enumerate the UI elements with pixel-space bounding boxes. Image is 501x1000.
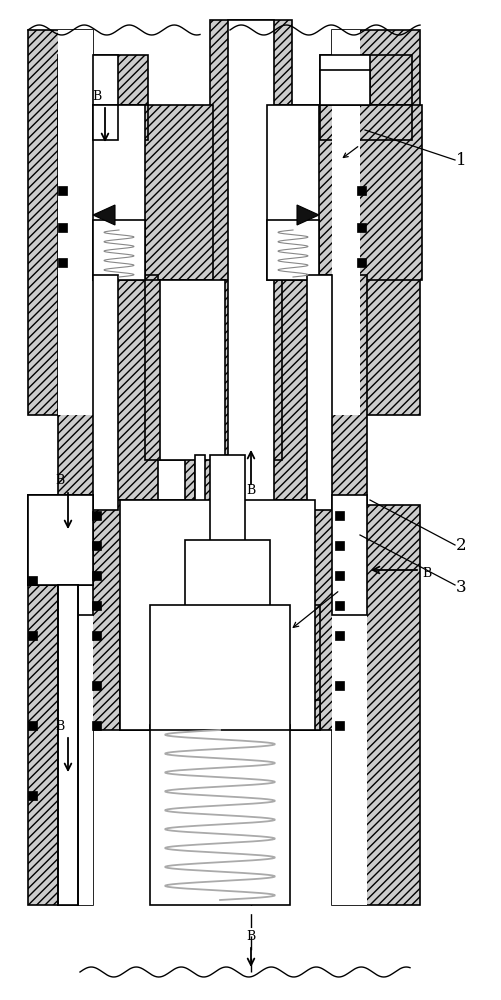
Bar: [93, 275, 118, 510]
Bar: [165, 540, 290, 610]
Bar: [356, 258, 365, 267]
Bar: [334, 601, 343, 610]
Bar: [58, 258, 67, 267]
Bar: [221, 280, 282, 460]
Bar: [319, 70, 369, 105]
Bar: [331, 505, 419, 905]
Bar: [58, 30, 93, 415]
Bar: [334, 571, 343, 580]
Bar: [267, 105, 318, 280]
Bar: [185, 455, 214, 510]
Bar: [185, 540, 270, 610]
Bar: [92, 601, 101, 610]
Bar: [28, 495, 93, 585]
Bar: [92, 721, 101, 730]
Polygon shape: [297, 205, 318, 225]
Bar: [267, 105, 421, 280]
Bar: [28, 30, 93, 415]
Bar: [334, 511, 343, 520]
Bar: [28, 495, 93, 585]
Text: 1: 1: [455, 152, 466, 169]
Bar: [58, 275, 158, 510]
Bar: [319, 105, 411, 140]
Bar: [92, 511, 101, 520]
Bar: [92, 631, 101, 640]
Bar: [150, 725, 290, 905]
Bar: [58, 105, 212, 280]
Bar: [58, 495, 93, 615]
Bar: [334, 721, 343, 730]
Bar: [28, 791, 37, 800]
Bar: [331, 30, 419, 415]
Bar: [28, 576, 37, 585]
Text: B: B: [245, 930, 255, 943]
Bar: [307, 275, 331, 510]
Bar: [28, 721, 37, 730]
Bar: [93, 105, 145, 280]
Bar: [267, 220, 318, 280]
Bar: [150, 605, 290, 730]
Text: B: B: [245, 484, 255, 497]
Bar: [227, 20, 274, 510]
Bar: [28, 631, 37, 640]
Bar: [92, 541, 101, 550]
Bar: [58, 585, 78, 905]
Text: B: B: [421, 567, 430, 580]
Text: B: B: [55, 474, 64, 487]
Bar: [58, 223, 67, 232]
Bar: [120, 700, 319, 730]
Bar: [120, 500, 314, 730]
Bar: [334, 631, 343, 640]
Bar: [28, 495, 93, 585]
Bar: [356, 186, 365, 195]
Bar: [28, 505, 93, 905]
Bar: [120, 605, 319, 730]
Bar: [160, 280, 224, 460]
Bar: [331, 505, 366, 905]
Bar: [93, 105, 118, 140]
Bar: [58, 105, 148, 140]
Bar: [356, 223, 365, 232]
Bar: [93, 55, 118, 105]
Text: B: B: [92, 90, 101, 103]
Bar: [267, 275, 366, 510]
Bar: [58, 505, 93, 905]
Bar: [58, 55, 148, 105]
Bar: [194, 455, 260, 545]
Bar: [331, 495, 366, 615]
Bar: [319, 55, 411, 105]
Bar: [92, 681, 101, 690]
Bar: [145, 280, 204, 460]
Bar: [334, 681, 343, 690]
Bar: [93, 220, 145, 280]
Bar: [319, 55, 369, 105]
Bar: [209, 20, 292, 510]
Bar: [92, 500, 341, 730]
Text: 2: 2: [455, 537, 466, 554]
Bar: [331, 30, 359, 415]
Text: 3: 3: [455, 579, 466, 596]
Bar: [58, 186, 67, 195]
Polygon shape: [93, 205, 115, 225]
Bar: [92, 571, 101, 580]
Bar: [194, 455, 204, 510]
Bar: [334, 541, 343, 550]
Bar: [209, 455, 244, 545]
Text: B: B: [55, 720, 64, 733]
